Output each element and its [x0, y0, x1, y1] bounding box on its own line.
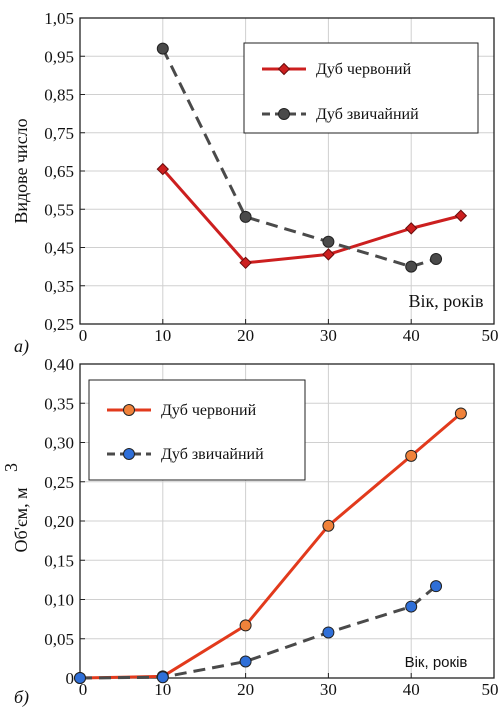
data-point	[322, 248, 335, 261]
y-tick-label: 0,10	[44, 591, 74, 610]
y-tick-label: 0,35	[44, 277, 74, 296]
legend-marker	[123, 404, 135, 416]
x-tick-label: 50	[482, 326, 499, 345]
x-tick-label: 50	[482, 680, 499, 699]
y-tick-label: 0,55	[44, 200, 74, 219]
y-tick-label: 0,20	[44, 512, 74, 531]
data-point	[239, 256, 252, 270]
series-line	[79, 412, 462, 680]
data-point	[322, 235, 335, 248]
y-tick-label: 0,40	[44, 355, 74, 374]
x-axis-label: Вік, років	[405, 654, 468, 671]
legend-marker	[277, 62, 291, 76]
data-point	[405, 260, 418, 273]
data-point	[405, 600, 418, 613]
y-tick-label: 0,35	[44, 394, 74, 413]
x-tick-label: 10	[154, 680, 171, 699]
x-axis-label: Вік, років	[409, 291, 484, 311]
y-tick-label: 0,25	[44, 315, 74, 334]
data-point	[156, 42, 169, 55]
legend-box	[88, 379, 306, 481]
x-tick-label: 0	[79, 326, 88, 345]
data-point	[322, 519, 335, 532]
data-point	[239, 619, 252, 632]
y-tick-label: 0,65	[44, 162, 74, 181]
data-point	[156, 671, 169, 684]
x-tick-label: 10	[154, 326, 171, 345]
data-point	[74, 672, 86, 684]
data-point	[454, 407, 467, 420]
chart-panel-1: 0,25 0,35 0,45 0,55 0,65 0,75 0,85 0,95 1,05 0 10 2…	[11, 9, 499, 357]
series-1	[156, 162, 468, 270]
legend-label: Дуб звичайний	[161, 446, 264, 463]
y-tick-label: 0,85	[44, 86, 74, 105]
y-tick-label: 0,95	[44, 47, 74, 66]
legend-label: Дуб червоний	[161, 402, 257, 419]
x-tick-label: 40	[403, 680, 420, 699]
data-point	[430, 252, 443, 265]
series-2	[74, 580, 443, 684]
data-point	[239, 210, 252, 223]
chart-panel-2: 0 0,05 0,10 0,15 0,20 0,25 0,30 0,35 0,40 0 10 20 30…	[1, 355, 499, 708]
legend: Дуб червоний Дуб звичайний	[243, 42, 479, 134]
legend-label: Дуб звичайний	[316, 106, 419, 123]
panel-label: a)	[14, 336, 29, 357]
legend-label: Дуб червоний	[316, 61, 412, 78]
y-tick-label: 0,75	[44, 124, 74, 143]
legend-marker	[278, 108, 290, 120]
legend-marker	[123, 448, 135, 460]
y-tick-label: 1,05	[44, 9, 74, 28]
y-tick-label: 0,30	[44, 434, 74, 453]
panel-label: б)	[14, 687, 29, 708]
legend: Дуб червоний Дуб звичайний	[88, 379, 306, 481]
data-point	[404, 222, 418, 235]
series-2	[156, 42, 443, 273]
x-tick-label: 30	[320, 680, 337, 699]
data-point	[322, 626, 335, 639]
y-tick-label: 0,45	[44, 239, 74, 258]
x-tick-label: 40	[403, 326, 420, 345]
y-axis-label: Видове число	[11, 118, 31, 223]
y-axis-label: Об'єм, м	[11, 488, 31, 553]
data-point	[239, 655, 252, 668]
y-tick-label: 0	[66, 669, 75, 688]
y-axis-label-superscript: 3	[1, 463, 21, 472]
y-tick-label: 0,25	[44, 473, 74, 492]
data-point	[430, 580, 443, 593]
series-line	[161, 168, 462, 265]
data-point	[405, 449, 418, 462]
y-tick-label: 0,05	[44, 630, 74, 649]
x-tick-label: 0	[79, 680, 88, 699]
data-point	[454, 209, 468, 222]
x-tick-label: 30	[320, 326, 337, 345]
x-tick-label: 20	[237, 326, 254, 345]
y-tick-label: 0,15	[44, 551, 74, 570]
x-tick-label: 20	[237, 680, 254, 699]
data-point	[156, 162, 170, 176]
